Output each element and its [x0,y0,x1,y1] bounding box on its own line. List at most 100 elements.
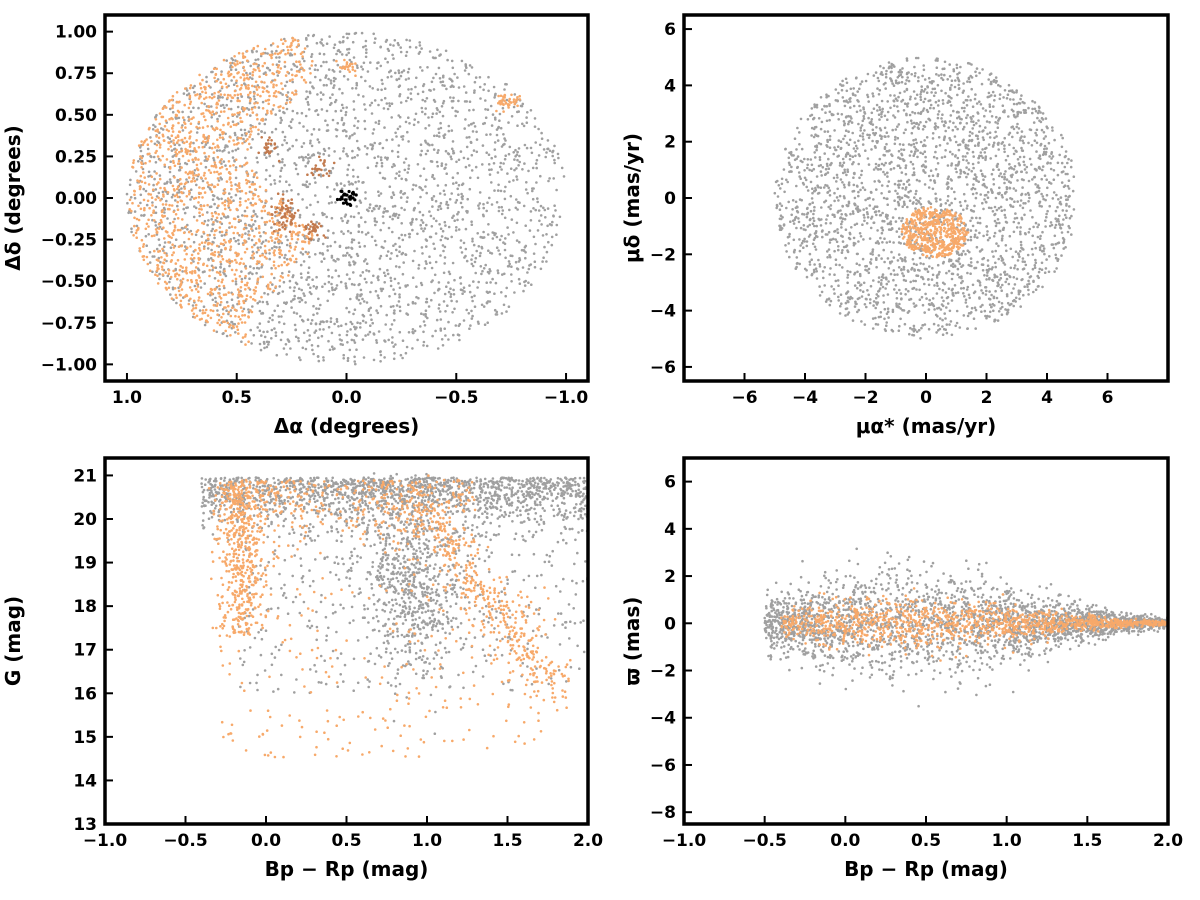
field-point [1010,126,1013,129]
field-point [431,56,435,59]
field-point [944,291,948,294]
field-point [904,293,907,296]
field-point [340,339,344,342]
field-point [336,63,340,67]
members-point [213,250,217,254]
field-point [496,269,500,272]
field-point [252,210,256,213]
members-point [271,42,275,45]
field-point [857,162,860,166]
field-point [169,246,173,249]
field-point [269,43,273,47]
field-point [454,201,458,204]
field-point [900,233,904,236]
members-point [255,88,259,91]
members-point [202,115,206,118]
members-point [303,47,307,50]
field-point [208,146,212,149]
field-point [397,236,401,240]
field-point [482,267,486,270]
field-point [949,104,953,107]
members-point [265,257,268,260]
members-point [215,126,218,130]
field-point [419,174,422,178]
members_dark-point [267,142,270,145]
members-point [270,216,274,220]
members-point [238,275,242,278]
field-point [350,240,354,244]
members-point [278,279,282,282]
members-point [217,271,221,275]
members-point [232,217,236,220]
field-point [444,163,448,166]
members-point [214,211,218,215]
field-point [315,275,318,279]
members-point [137,180,141,183]
field-point [406,130,409,134]
field-point [270,337,273,340]
members-point [206,125,209,128]
field-point [365,152,369,156]
members-point [283,260,286,264]
field-point [393,204,397,208]
members-point [144,161,147,165]
field-point [553,161,556,165]
field-point [311,348,314,352]
members_dark-point [263,146,267,149]
field-point [516,124,519,127]
field-point [973,187,977,191]
field-point [309,81,312,84]
field-point [443,262,447,265]
members-point [240,257,243,261]
field-point [397,114,401,117]
members-point [297,43,300,46]
field-point [325,83,328,87]
field-point [419,281,423,285]
field-point [170,140,173,143]
field-point [351,168,355,172]
field-point [421,110,424,114]
field-point [210,125,213,128]
field-point [845,141,849,145]
field-point [240,277,244,281]
field-point [966,285,970,289]
field-point [381,287,385,291]
field-point [379,360,382,363]
field-point [363,259,366,263]
field-point [411,347,414,350]
members-point [225,85,229,89]
field-point [881,273,885,276]
field-point [320,108,324,111]
field-point [463,290,466,293]
members-point [176,109,180,113]
field-point [990,94,993,97]
members-point [210,113,214,117]
field-point [327,68,331,71]
field-point [503,157,507,161]
field-point [204,155,207,159]
field-point [810,107,814,110]
field-point [324,119,327,122]
field-point [292,289,296,293]
members-point [291,91,294,94]
field-point [478,202,482,205]
field-point [312,213,315,216]
field-point [443,167,446,170]
field-point [308,291,312,294]
members-point [155,143,159,147]
members-point [175,152,179,156]
field-point [894,220,898,223]
field-point [391,138,394,141]
field-point [329,82,333,85]
field-point [502,133,505,136]
field-point [147,175,150,178]
members-point [174,213,178,216]
field-point [219,96,222,99]
sky-points [125,31,566,366]
members-point [237,322,240,325]
field-point [464,91,468,94]
field-point [209,257,213,260]
members-point [192,307,195,310]
field-point [323,282,327,286]
field-point [282,322,286,326]
